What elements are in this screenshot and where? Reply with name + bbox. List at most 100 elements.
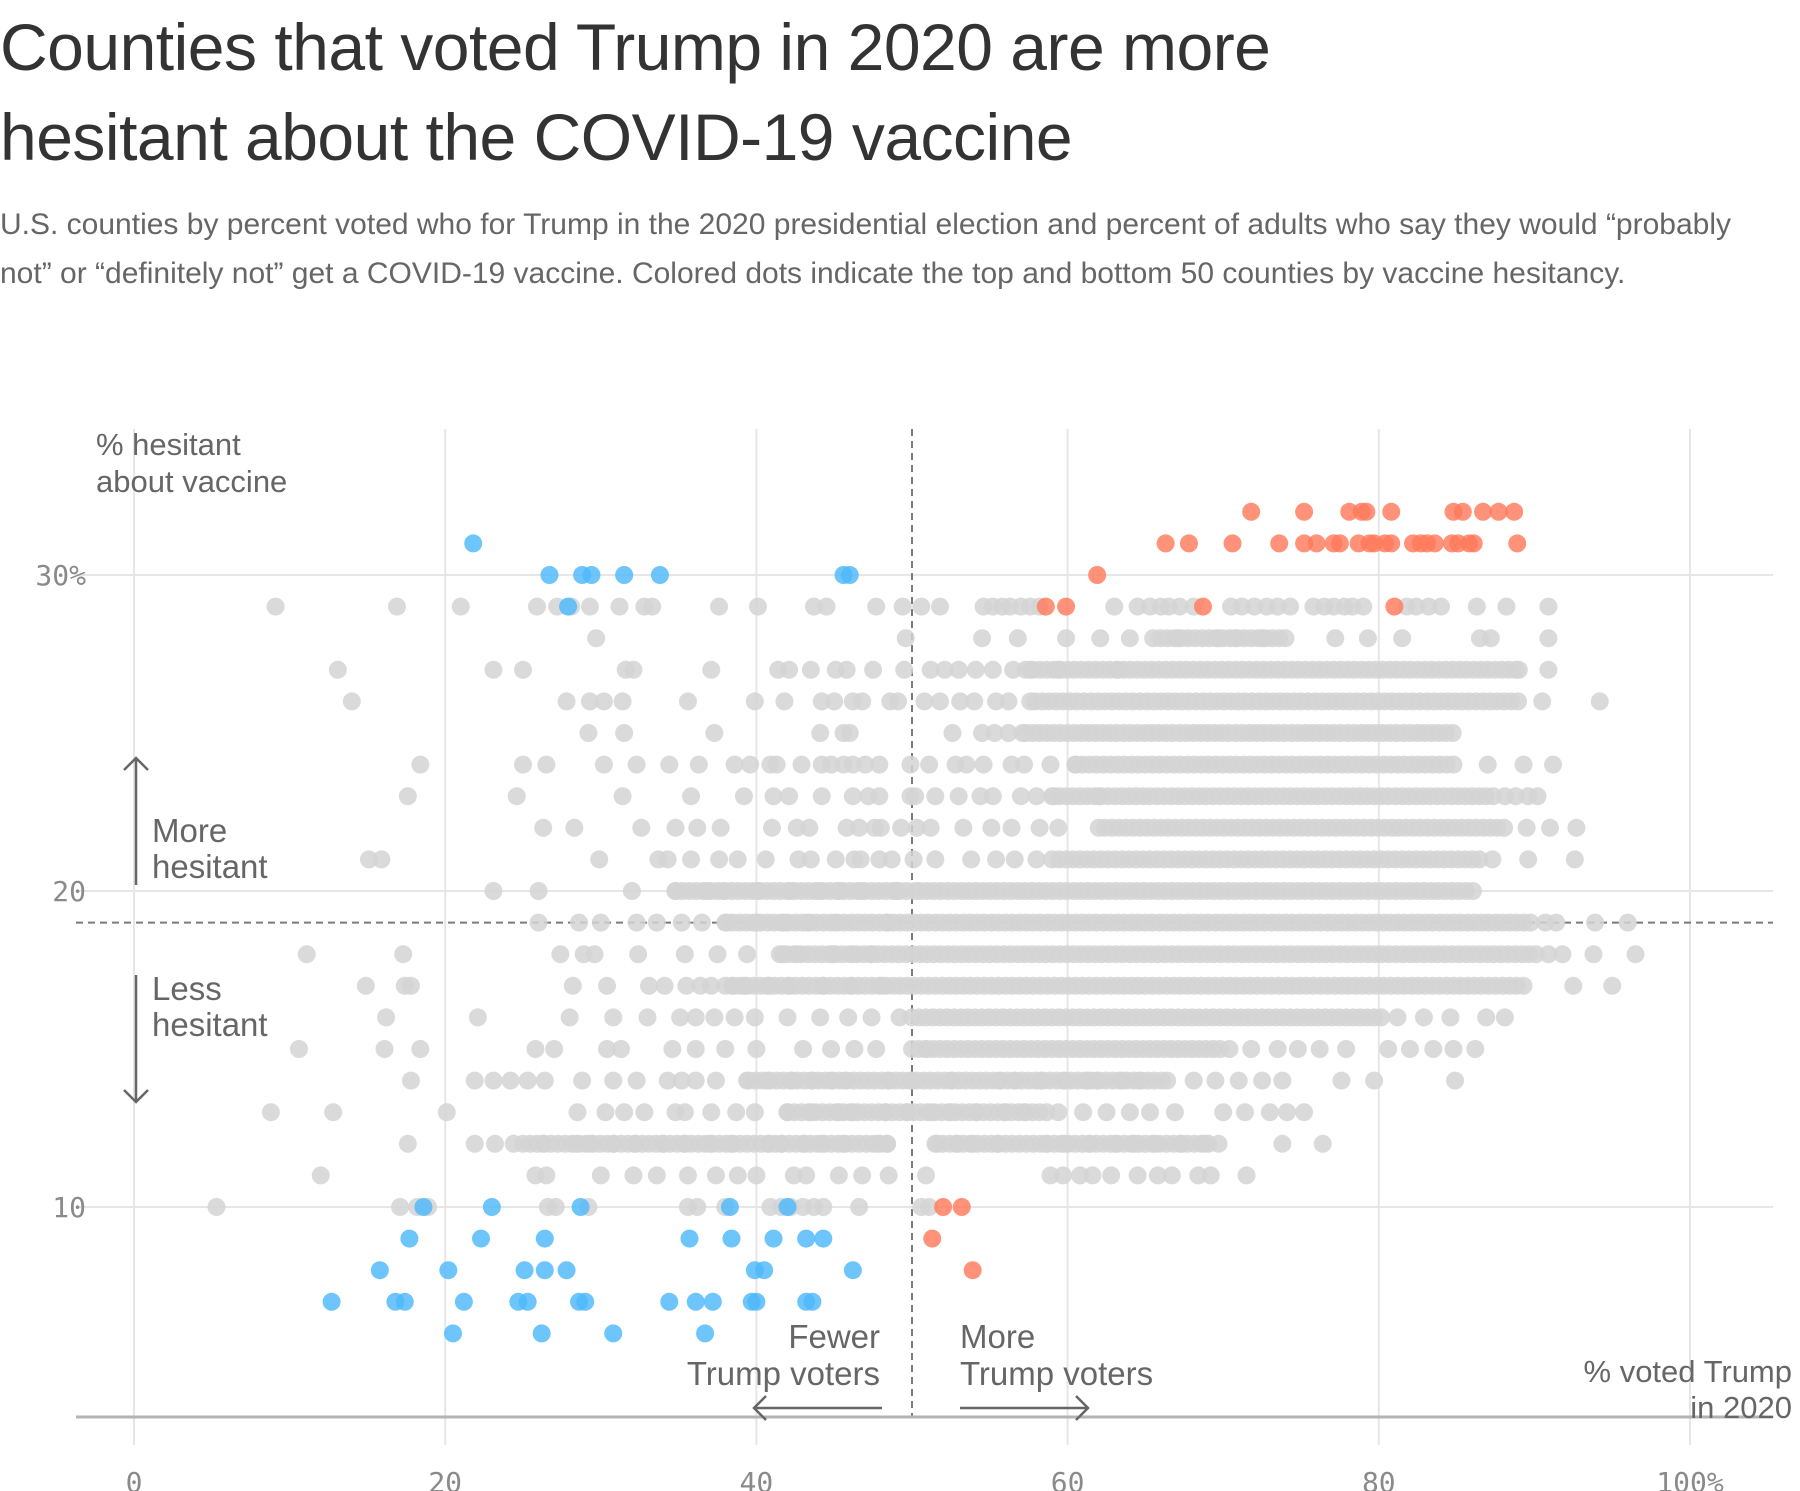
- gray-county-dot: [1495, 818, 1514, 837]
- gray-county-dot: [514, 660, 532, 679]
- bottom-hesitancy-county-dot: [604, 1324, 623, 1343]
- gray-county-dot: [734, 787, 753, 806]
- gray-county-dot: [1015, 755, 1034, 774]
- gray-county-dot: [1232, 597, 1251, 616]
- bottom-hesitancy-county-dot: [535, 1261, 554, 1280]
- chart-title-line-1: Counties that voted Trump in 2020 are mo…: [0, 10, 1271, 84]
- gray-county-dot: [207, 1198, 226, 1216]
- gray-dots: [207, 597, 1645, 1216]
- gray-county-dot: [598, 976, 617, 995]
- gray-county-dot: [675, 945, 694, 964]
- top-hesitancy-county-dot: [1382, 502, 1401, 521]
- top-hesitancy-county-dot: [934, 1198, 953, 1216]
- gray-county-dot: [671, 1008, 690, 1027]
- gray-county-dot: [1481, 629, 1500, 648]
- gray-county-dot: [1273, 1071, 1292, 1090]
- gray-county-dot: [1547, 913, 1566, 932]
- gray-county-dot: [904, 850, 923, 869]
- gray-county-dot: [864, 660, 883, 679]
- bottom-hesitancy-county-dot: [650, 566, 669, 584]
- gray-county-dot: [1049, 818, 1068, 837]
- gray-county-dot: [518, 1071, 537, 1090]
- gray-county-dot: [949, 660, 968, 679]
- gray-county-dot: [762, 818, 781, 837]
- gray-county-dot: [1365, 1071, 1384, 1090]
- gray-county-dot: [1199, 1134, 1218, 1153]
- gray-county-dot: [1097, 1103, 1116, 1122]
- gray-county-dot: [640, 976, 659, 995]
- gray-county-dot: [632, 818, 651, 837]
- gray-county-dot: [1281, 597, 1300, 616]
- top-hesitancy-county-dot: [1357, 502, 1376, 521]
- more-trump-voters-line-2: Trump voters: [960, 1355, 1153, 1392]
- top-hesitancy-county-dot: [1156, 534, 1175, 553]
- gray-county-dot: [411, 1040, 430, 1058]
- gray-county-dot: [534, 818, 553, 837]
- top-hesitancy-county-dot: [1307, 534, 1326, 553]
- top-hesitancy-county-dot: [1242, 502, 1261, 521]
- gray-county-dot: [747, 1040, 766, 1058]
- gray-county-dot: [1037, 1103, 1056, 1122]
- gray-county-dot: [792, 755, 811, 774]
- gray-county-dot: [1337, 1040, 1356, 1058]
- gray-county-dot: [1441, 1008, 1460, 1027]
- gray-county-dot: [672, 1071, 691, 1090]
- gray-county-dot: [987, 850, 1006, 869]
- gray-county-dot: [829, 1166, 848, 1185]
- gray-county-dot: [1211, 1040, 1230, 1058]
- gray-county-dot: [1567, 818, 1586, 837]
- gray-county-dot: [851, 850, 870, 869]
- gray-county-dot: [1008, 629, 1027, 648]
- gray-county-dot: [678, 1166, 697, 1185]
- gray-county-dot: [738, 945, 757, 964]
- bottom-hesitancy-county-dot: [454, 1292, 473, 1311]
- gray-county-dot: [917, 1166, 936, 1185]
- bottom-hesitancy-county-dot: [755, 1261, 774, 1280]
- top-hesitancy-county-dot: [1340, 502, 1359, 521]
- top-hesitancy-county-dot: [923, 1229, 942, 1248]
- gray-county-dot: [398, 1134, 417, 1153]
- gray-county-dot: [892, 818, 911, 837]
- gray-county-dot: [377, 1008, 396, 1027]
- gray-county-dot: [1354, 597, 1373, 616]
- gray-county-dot: [529, 913, 548, 932]
- gray-county-dot: [1466, 1040, 1485, 1058]
- gray-county-dot: [1521, 913, 1540, 932]
- gray-county-dot: [591, 1166, 610, 1185]
- gray-county-dot: [1229, 1071, 1248, 1090]
- top-hesitancy-county-dot: [1295, 534, 1314, 553]
- gray-county-dot: [401, 1071, 420, 1090]
- gray-county-dot: [1519, 850, 1538, 869]
- gray-county-dot: [1618, 913, 1637, 932]
- gray-county-dot: [756, 850, 775, 869]
- bottom-hesitancy-county-dot: [703, 1292, 722, 1311]
- gray-county-dot: [896, 629, 915, 648]
- gray-county-dot: [1590, 692, 1609, 711]
- gray-county-dot: [1400, 1040, 1419, 1058]
- y-tick-label: 10: [52, 1191, 86, 1224]
- gray-county-dot: [962, 850, 981, 869]
- gray-county-dot: [1237, 1166, 1256, 1185]
- gray-county-dot: [870, 787, 889, 806]
- bottom-hesitancy-county-dot: [840, 566, 859, 584]
- y-tick-label: 20: [52, 875, 86, 908]
- gray-county-dot: [974, 755, 993, 774]
- gray-county-dot: [987, 692, 1006, 711]
- bottom-hesitancy-county-dot: [559, 597, 578, 616]
- bottom-hesitancy-county-dot: [471, 1229, 490, 1248]
- gray-county-dot: [643, 597, 662, 616]
- gray-county-dot: [893, 597, 912, 616]
- gray-county-dot: [745, 692, 764, 711]
- gray-county-dot: [710, 850, 729, 869]
- gray-county-dot: [612, 1040, 631, 1058]
- gray-county-dot: [622, 882, 641, 900]
- gray-county-dot: [817, 597, 836, 616]
- gray-county-dot: [311, 1166, 330, 1185]
- gray-county-dot: [1245, 597, 1264, 616]
- gray-county-dot: [843, 787, 862, 806]
- bottom-hesitancy-county-dot: [720, 1198, 739, 1216]
- y-tick-label: 30%: [35, 559, 86, 592]
- gray-county-dot: [546, 1198, 565, 1216]
- more-hesitant-arrow-icon: [123, 756, 149, 885]
- top-hesitancy-county-dot: [1057, 597, 1076, 616]
